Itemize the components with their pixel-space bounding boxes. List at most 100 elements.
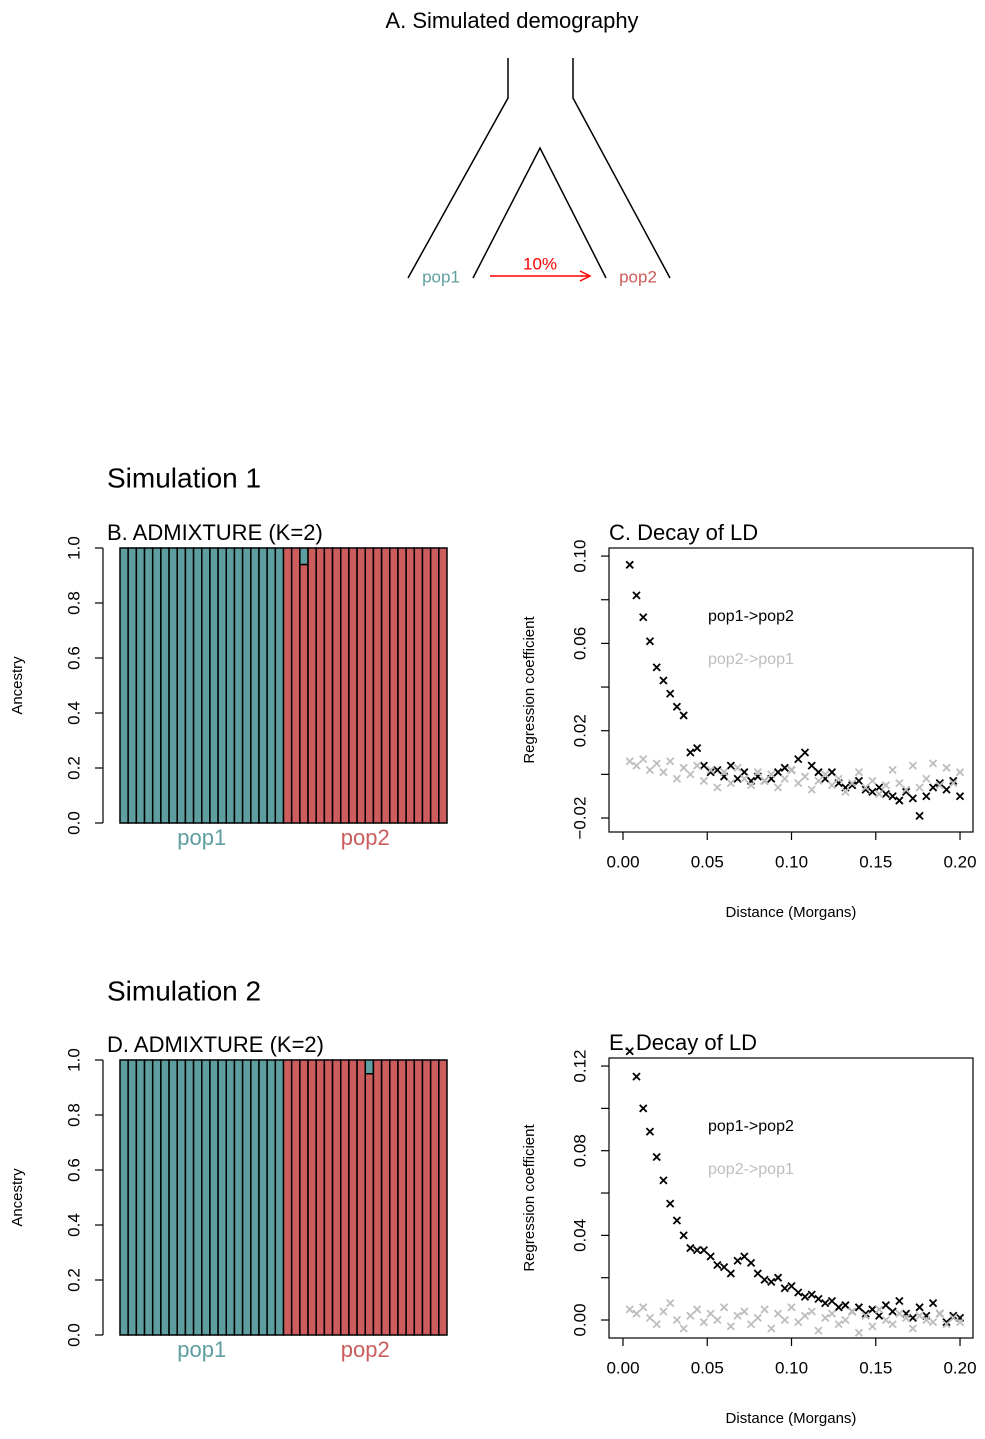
- point: [733, 763, 742, 772]
- point: [625, 560, 634, 569]
- y-axis-label: Ancestry: [9, 656, 26, 715]
- point: [841, 1315, 850, 1325]
- point: [639, 613, 648, 622]
- y-tick-label: 0.6: [64, 1158, 83, 1182]
- x-tick-label: 0.00: [606, 852, 639, 871]
- x-tick-label: 0.05: [691, 1358, 724, 1377]
- point: [692, 761, 702, 770]
- point: [706, 765, 715, 775]
- point: [686, 1311, 695, 1320]
- bar-segment: [429, 1059, 440, 1336]
- point: [780, 763, 789, 772]
- point: [861, 785, 870, 794]
- point: [787, 1303, 796, 1312]
- point: [915, 811, 924, 820]
- point: [827, 781, 837, 790]
- point: [780, 1315, 789, 1325]
- point: [686, 1243, 695, 1253]
- point: [888, 1320, 897, 1329]
- group-label: pop1: [177, 825, 226, 850]
- point: [908, 794, 917, 803]
- bar-segment: [160, 1059, 170, 1336]
- bar-segment: [258, 1059, 268, 1336]
- y-tick-label: 0.2: [64, 1268, 83, 1292]
- point: [740, 1252, 749, 1261]
- point: [740, 1307, 749, 1316]
- y-tick-label: 0.4: [64, 1213, 83, 1237]
- bar-segment: [438, 1059, 448, 1336]
- point: [827, 1309, 837, 1318]
- point: [632, 1309, 641, 1318]
- bar-segment: [372, 547, 383, 824]
- point: [652, 759, 661, 768]
- bar-segment: [397, 547, 407, 824]
- point: [874, 1311, 884, 1320]
- bar-segment: [225, 547, 236, 824]
- bar-segment: [389, 1059, 399, 1336]
- point: [672, 1216, 682, 1225]
- point: [773, 768, 783, 777]
- bar-segment: [274, 547, 285, 824]
- point: [625, 1047, 634, 1056]
- demography-title: A. Simulated demography: [385, 8, 638, 33]
- point: [834, 1303, 843, 1312]
- bar-segment: [364, 1059, 375, 1075]
- point: [679, 763, 688, 772]
- point: [794, 1317, 803, 1327]
- y-tick-label: −0.02: [570, 797, 589, 840]
- migration-label: 10%: [523, 254, 557, 273]
- point: [848, 781, 857, 790]
- point: [780, 1284, 789, 1293]
- point: [807, 1307, 816, 1316]
- point: [928, 783, 938, 792]
- bar-segment: [184, 547, 195, 824]
- y-tick-label: 1.0: [64, 1048, 83, 1072]
- group-label: pop2: [341, 1337, 390, 1362]
- point: [773, 783, 783, 792]
- x-tick-label: 0.05: [691, 852, 724, 871]
- point: [908, 1324, 917, 1333]
- point: [915, 783, 924, 792]
- point: [881, 781, 891, 790]
- point: [955, 768, 965, 777]
- point: [908, 1313, 917, 1323]
- point: [814, 1294, 823, 1303]
- point: [753, 1313, 762, 1323]
- chart-title: B. ADMIXTURE (K=2): [107, 520, 323, 545]
- point: [874, 789, 884, 799]
- point: [949, 1311, 958, 1320]
- point: [767, 1277, 776, 1287]
- bar-segment: [209, 547, 219, 824]
- y-tick-label: 0.6: [64, 646, 83, 670]
- point: [699, 1317, 709, 1327]
- point: [922, 774, 931, 783]
- lineage-line: [572, 58, 671, 279]
- point: [773, 1309, 783, 1318]
- bar-segment: [405, 1059, 416, 1336]
- bar-segment: [127, 547, 138, 824]
- point: [800, 1311, 810, 1320]
- bar-segment: [274, 1059, 285, 1336]
- x-tick-label: 0.20: [943, 1358, 976, 1377]
- y-tick-label: 0.2: [64, 756, 83, 780]
- point: [807, 1290, 816, 1299]
- bar-segment: [217, 1059, 228, 1336]
- bar-segment: [250, 1059, 260, 1336]
- point: [645, 637, 655, 646]
- target-label: pop2: [619, 267, 657, 286]
- point: [928, 759, 938, 768]
- point: [800, 1292, 810, 1301]
- point: [686, 748, 695, 757]
- bar-segment: [143, 547, 154, 824]
- bar-segment: [143, 1059, 154, 1336]
- point: [794, 1288, 803, 1297]
- point: [935, 778, 944, 788]
- point: [821, 1298, 830, 1308]
- point: [787, 765, 796, 775]
- lineage-line: [407, 58, 509, 279]
- bar-segment: [266, 547, 277, 824]
- point: [726, 761, 735, 770]
- bar-segment: [192, 1059, 203, 1336]
- bar-segment: [339, 1059, 350, 1336]
- point: [692, 1246, 702, 1255]
